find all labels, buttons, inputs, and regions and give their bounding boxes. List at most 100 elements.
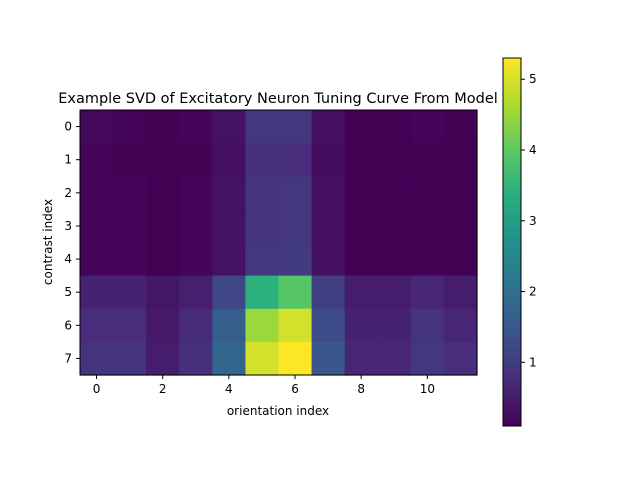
y-tick-label: 0: [64, 120, 72, 134]
heatmap-cell: [245, 242, 280, 277]
heatmap-cell: [245, 209, 280, 244]
heatmap-cell: [311, 308, 346, 343]
colorbar-ticks: 1 2 3 4 5: [521, 72, 537, 369]
heatmap-cell: [344, 308, 379, 343]
heatmap-cell: [179, 275, 213, 310]
heatmap-cell: [212, 341, 247, 376]
colorbar-tick-label: 4: [529, 143, 537, 157]
heatmap-cell: [113, 341, 147, 376]
colorbar-tick-label: 1: [529, 355, 537, 369]
heatmap-cell: [377, 341, 412, 376]
heatmap-cell: [212, 176, 247, 210]
heatmap-cell: [278, 143, 313, 177]
heatmap-cell: [311, 341, 346, 376]
heatmap-cell: [410, 209, 445, 244]
heatmap-cell: [179, 209, 213, 244]
heatmap-cell: [311, 242, 346, 277]
y-axis: 0 1 2 3 4 5 6 7: [64, 120, 80, 365]
heatmap-cell: [113, 242, 147, 277]
heatmap-cell: [212, 209, 247, 244]
heatmap-cell: [410, 242, 445, 277]
heatmap-cell: [344, 341, 379, 376]
heatmap-cell: [443, 275, 478, 310]
chart-title: Example SVD of Excitatory Neuron Tuning …: [58, 91, 498, 107]
heatmap-cell: [80, 242, 114, 277]
heatmap-cell: [443, 110, 478, 144]
heatmap-cell: [311, 275, 346, 310]
heatmap-cell: [113, 176, 147, 210]
heatmap-cell: [146, 209, 180, 244]
heatmap-cell: [344, 242, 379, 277]
heatmap-cell: [410, 308, 445, 343]
heatmap-cell: [410, 110, 445, 144]
heatmap-cell: [179, 110, 213, 144]
heatmap-cell: [311, 176, 346, 210]
heatmap-cell: [80, 176, 114, 210]
heatmap-cell: [80, 143, 114, 177]
heatmap-cell: [146, 143, 180, 177]
y-axis-label: contrast index: [41, 199, 55, 285]
x-tick-label: 6: [291, 382, 299, 396]
heatmap-cell: [443, 308, 478, 343]
heatmap-cell: [212, 242, 247, 277]
heatmap-cell: [113, 209, 147, 244]
heatmap-cell: [245, 110, 280, 144]
heatmap-cell: [344, 143, 379, 177]
heatmap-cell: [245, 341, 280, 376]
heatmap-cell: [344, 209, 379, 244]
y-tick-label: 4: [64, 252, 72, 266]
heatmap-cell: [146, 275, 180, 310]
heatmap-cell: [146, 308, 180, 343]
heatmap-cell: [278, 341, 313, 376]
heatmap-cell: [311, 209, 346, 244]
heatmap-cell: [245, 275, 280, 310]
heatmap-cell: [410, 275, 445, 310]
heatmap-cell: [377, 275, 412, 310]
heatmap-cell: [179, 143, 213, 177]
heatmap-cell: [278, 275, 313, 310]
y-tick-label: 5: [64, 285, 72, 299]
heatmap-cell: [179, 242, 213, 277]
heatmap-cell: [80, 275, 114, 310]
heatmap-cell: [377, 242, 412, 277]
y-tick-label: 3: [64, 219, 72, 233]
heatmap-cell: [179, 176, 213, 210]
colorbar: [502, 57, 522, 427]
heatmap-cell: [443, 209, 478, 244]
heatmap-cell: [311, 143, 346, 177]
heatmap-cell: [113, 143, 147, 177]
heatmap-cell: [344, 176, 379, 210]
colorbar-tick-label: 5: [529, 72, 537, 86]
heatmap-cells: [80, 110, 478, 376]
colorbar-tick-label: 2: [529, 285, 537, 299]
heatmap-cell: [113, 308, 147, 343]
heatmap-cell: [245, 176, 280, 210]
heatmap-cell: [278, 308, 313, 343]
y-tick-label: 6: [64, 318, 72, 332]
heatmap-cell: [278, 110, 313, 144]
heatmap-cell: [410, 341, 445, 376]
x-tick-label: 4: [225, 382, 233, 396]
y-tick-label: 2: [64, 186, 72, 200]
heatmap-cell: [113, 275, 147, 310]
plot-frame: [79, 109, 478, 376]
x-tick-label: 8: [357, 382, 365, 396]
heatmap-cell: [146, 341, 180, 376]
x-axis-label: orientation index: [227, 404, 329, 418]
heatmap-cell: [377, 143, 412, 177]
heatmap-cell: [377, 176, 412, 210]
heatmap-cell: [443, 242, 478, 277]
heatmap-cell: [146, 176, 180, 210]
heatmap-cell: [146, 110, 180, 144]
heatmap-cell: [443, 176, 478, 210]
heatmap-cell: [278, 242, 313, 277]
heatmap-cell: [245, 143, 280, 177]
heatmap-cell: [113, 110, 147, 144]
heatmap-cell: [179, 308, 213, 343]
heatmap-cell: [344, 275, 379, 310]
heatmap-cell: [245, 308, 280, 343]
heatmap-cell: [80, 308, 114, 343]
heatmap-cell: [377, 308, 412, 343]
